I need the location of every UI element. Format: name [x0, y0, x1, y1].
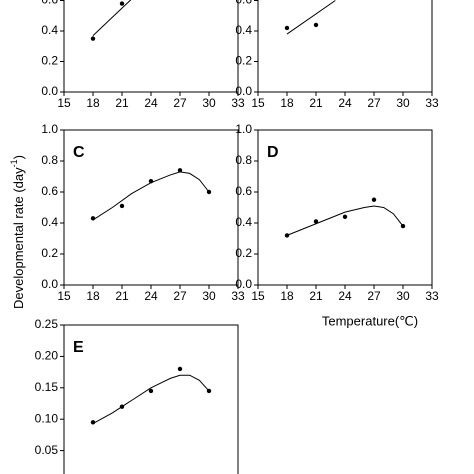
- x-tick-label: 33: [231, 96, 245, 110]
- x-tick-label: 15: [251, 96, 265, 110]
- panel-letter: D: [267, 144, 279, 161]
- y-tick-label: 0.4: [41, 215, 58, 229]
- plot-frame: [63, 0, 239, 93]
- x-tick-label: 15: [57, 289, 71, 303]
- x-tick-label: 30: [202, 289, 216, 303]
- panel-letter: E: [73, 339, 84, 356]
- x-tick-label: 30: [396, 96, 410, 110]
- x-tick-label: 33: [425, 96, 439, 110]
- x-tick-label: 33: [231, 289, 245, 303]
- y-tick-label: 1.0: [41, 122, 58, 136]
- y-tick-label: 0.8: [235, 153, 252, 167]
- x-tick-label: 18: [86, 96, 100, 110]
- plot-frame: [257, 0, 433, 93]
- x-tick-label: 30: [202, 96, 216, 110]
- x-tick-label: 33: [425, 289, 439, 303]
- y-tick-label: 0.4: [41, 23, 58, 37]
- x-axis-label: Temperature(℃): [322, 313, 418, 328]
- point: [177, 366, 183, 372]
- fit-line: [286, 0, 336, 35]
- y-tick-label: 1.0: [235, 122, 252, 136]
- y-tick-label: 0.0: [41, 277, 58, 291]
- y-tick-label: 0.0: [41, 84, 58, 98]
- x-tick-label: 21: [309, 96, 323, 110]
- y-tick-label: 0.4: [235, 23, 252, 37]
- y-tick-label: 0.0: [235, 84, 252, 98]
- y-label-end: ): [11, 155, 26, 159]
- y-label-sup: -1: [9, 159, 19, 167]
- point: [371, 197, 377, 202]
- y-tick-label: 0.4: [235, 215, 252, 229]
- y-tick-label: 0.20: [35, 349, 59, 363]
- y-tick-label: 0.6: [235, 184, 252, 198]
- plot-frame: [63, 324, 239, 474]
- plot-frame: [63, 129, 239, 286]
- x-tick-label: 24: [338, 289, 352, 303]
- y-tick-label: 0.15: [35, 380, 59, 394]
- x-tick-label: 27: [367, 289, 381, 303]
- y-tick-label: 0.6: [41, 184, 58, 198]
- y-label-text: Developmental rate (day: [11, 167, 26, 309]
- y-tick-label: 0.2: [41, 246, 58, 260]
- x-tick-label: 27: [173, 96, 187, 110]
- fit-line: [92, 0, 132, 36]
- y-tick-label: 0.25: [35, 317, 59, 331]
- point: [313, 22, 319, 28]
- point: [177, 168, 183, 173]
- x-tick-label: 27: [367, 96, 381, 110]
- x-tick-label: 15: [251, 289, 265, 303]
- panel-letter: C: [73, 144, 85, 161]
- y-axis-label: Developmental rate (day-1): [9, 155, 26, 309]
- point: [342, 214, 348, 219]
- point: [148, 388, 154, 394]
- point: [119, 1, 125, 6]
- x-tick-label: 24: [338, 96, 352, 110]
- plot-frame: [257, 129, 433, 286]
- x-tick-label: 15: [57, 96, 71, 110]
- y-tick-label: 0.6: [235, 0, 252, 7]
- fit-line: [92, 171, 210, 221]
- x-tick-label: 24: [144, 96, 158, 110]
- y-tick-label: 0.2: [41, 54, 58, 68]
- y-tick-label: 0.05: [35, 443, 59, 457]
- x-tick-label: 18: [86, 289, 100, 303]
- x-tick-label: 18: [280, 96, 294, 110]
- y-tick-label: 0.0: [235, 277, 252, 291]
- point: [284, 25, 290, 31]
- x-tick-label: 18: [280, 289, 294, 303]
- x-tick-label: 21: [309, 289, 323, 303]
- x-tick-label: 27: [173, 289, 187, 303]
- x-tick-label: 21: [115, 289, 129, 303]
- x-tick-label: 24: [144, 289, 158, 303]
- y-tick-label: 0.2: [235, 54, 252, 68]
- point: [119, 203, 125, 209]
- fit-line: [286, 205, 404, 236]
- x-tick-label: 21: [115, 96, 129, 110]
- point: [90, 36, 96, 41]
- fit-line: [92, 374, 210, 425]
- y-tick-label: 0.2: [235, 246, 252, 260]
- point: [313, 219, 319, 224]
- y-tick-label: 0.6: [41, 0, 58, 7]
- y-tick-label: 0.10: [35, 411, 59, 425]
- x-tick-label: 30: [396, 289, 410, 303]
- y-tick-label: 0.8: [41, 153, 58, 167]
